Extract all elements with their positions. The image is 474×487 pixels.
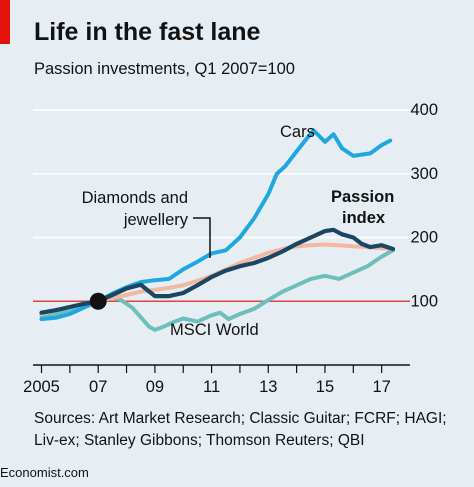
brand-red-tag	[0, 0, 10, 44]
sources-line-1: Sources: Art Market Research; Classic Gu…	[34, 410, 447, 427]
x-tick-label-13: 13	[259, 378, 277, 396]
chart-subtitle: Passion investments, Q1 2007=100	[34, 60, 295, 78]
msci-world-label: MSCI World	[170, 321, 259, 339]
passion-index-label-line1: Passion	[331, 188, 394, 206]
diamonds-label-line1: Diamonds and	[82, 189, 188, 207]
chart-title: Life in the fast lane	[34, 18, 261, 46]
x-tick-label-2005: 2005	[23, 378, 60, 396]
x-tick-label-17: 17	[372, 378, 390, 396]
sources: Sources: Art Market Research; Classic Gu…	[34, 408, 464, 452]
grid-layer: 100 200 300 400	[33, 101, 438, 310]
y-tick-label-300: 300	[410, 165, 438, 183]
sources-line-2: Liv-ex; Stanley Gibbons; Thomson Reuters…	[34, 432, 365, 449]
x-tick-label-09: 09	[146, 378, 164, 396]
series-layer	[39, 128, 396, 332]
cars-label: Cars	[280, 123, 315, 141]
annotation-layer: Cars Diamonds and jewellery Passion inde…	[82, 123, 395, 339]
reference-point-dot	[89, 292, 107, 310]
footer-credit: Economist.com	[0, 465, 89, 480]
x-tick-label-11: 11	[203, 378, 220, 396]
msci-world-line	[39, 248, 395, 332]
chart: 100 200 300 400 2005 07 09 11 13 15 17 Cars Diamo…	[23, 101, 438, 396]
diamonds-leader-line	[193, 217, 211, 258]
y-tick-label-200: 200	[410, 229, 438, 247]
y-tick-label-400: 400	[410, 101, 438, 119]
cars-line	[39, 128, 393, 322]
diamonds-label-line2: jewellery	[123, 211, 189, 229]
x-tick-label-15: 15	[316, 378, 334, 396]
x-tick-label-07: 07	[89, 378, 107, 396]
x-axis: 2005 07 09 11 13 15 17	[23, 364, 410, 396]
y-tick-label-100: 100	[410, 292, 438, 310]
passion-index-label-line2: index	[342, 209, 386, 227]
